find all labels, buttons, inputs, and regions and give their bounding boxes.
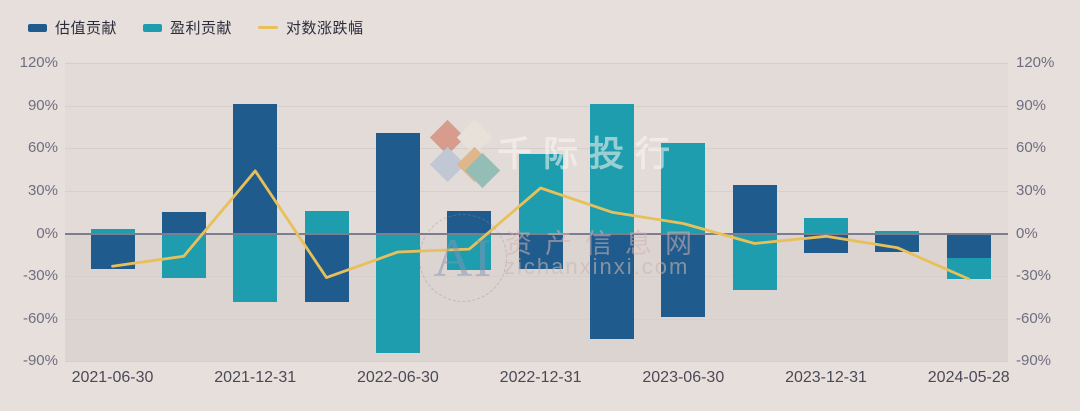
bar-profit-segment[interactable] [732, 233, 777, 291]
bar-valuation-segment[interactable] [732, 185, 777, 234]
y-axis-label-left: 30% [27, 181, 58, 199]
bar-profit-segment[interactable] [375, 233, 420, 353]
bar-valuation-segment[interactable] [375, 132, 420, 234]
gridline [65, 361, 1008, 363]
gridline [65, 105, 1008, 107]
legend-item-log-change[interactable]: 对数涨跌幅 [258, 17, 364, 38]
bar-profit-segment[interactable] [518, 153, 563, 234]
bar-valuation-segment[interactable] [875, 233, 920, 252]
chart-legend: 估值贡献 盈利贡献 对数涨跌幅 [28, 17, 364, 38]
legend-bar-swatch-icon [143, 23, 163, 32]
legend-label: 估值贡献 [55, 20, 118, 37]
gridline [65, 148, 1008, 150]
y-axis-label-left: 0% [36, 224, 58, 242]
x-axis-label: 2021-06-30 [71, 369, 154, 386]
bar-valuation-segment[interactable] [589, 233, 634, 339]
y-axis-label-left: 60% [27, 139, 58, 157]
y-axis-label-right: 120% [1016, 53, 1055, 71]
gridline [65, 318, 1008, 320]
bar-valuation-segment[interactable] [90, 233, 135, 270]
y-axis-label-left: 90% [27, 96, 58, 114]
y-axis-label-right: 90% [1016, 96, 1047, 114]
legend-bar-swatch-icon [28, 23, 47, 32]
bar-profit-segment[interactable] [161, 233, 206, 278]
y-axis-label-left: -90% [22, 352, 58, 370]
legend-item-valuation-contribution[interactable]: 估值贡献 [28, 17, 117, 38]
y-axis-label-right: 60% [1016, 139, 1047, 157]
zero-axis-line [65, 232, 1008, 235]
y-axis-label-right: 30% [1016, 181, 1047, 199]
bar-profit-segment[interactable] [304, 210, 349, 234]
gridline [65, 276, 1008, 278]
legend-label: 盈利贡献 [170, 20, 233, 37]
bar-valuation-segment[interactable] [233, 104, 278, 234]
bar-valuation-segment[interactable] [304, 233, 349, 302]
y-axis-label-left: 120% [19, 53, 58, 71]
y-axis-label-left: -60% [22, 309, 58, 327]
bar-profit-segment[interactable] [447, 233, 492, 271]
bar-valuation-segment[interactable] [804, 233, 848, 254]
legend-item-profit-contribution[interactable]: 盈利贡献 [143, 17, 232, 38]
bar-profit-segment[interactable] [589, 104, 634, 234]
bar-valuation-segment[interactable] [447, 210, 492, 234]
gridline [65, 62, 1008, 64]
bar-profit-segment[interactable] [946, 258, 991, 279]
x-axis-label: 2022-12-31 [499, 369, 582, 386]
x-axis-label: 2023-06-30 [642, 369, 725, 386]
x-axis-label: 2022-06-30 [356, 369, 439, 386]
y-axis-label-right: -90% [1016, 352, 1052, 370]
x-axis-label: 2023-12-31 [785, 369, 867, 386]
bar-profit-segment[interactable] [661, 142, 706, 234]
bar-profit-segment[interactable] [233, 233, 278, 302]
y-axis-label-right: 0% [1016, 224, 1038, 242]
bar-valuation-segment[interactable] [946, 233, 991, 259]
bar-valuation-segment[interactable] [518, 233, 563, 270]
y-axis-label-left: -30% [22, 267, 58, 285]
bar-valuation-segment[interactable] [661, 233, 706, 318]
bar-valuation-segment[interactable] [161, 212, 206, 234]
legend-label: 对数涨跌幅 [286, 20, 364, 37]
legend-line-swatch-icon [258, 25, 279, 30]
x-axis-label: 2024-05-28 [927, 369, 1010, 386]
y-axis-label-right: -60% [1016, 309, 1052, 327]
y-axis-label-right: -30% [1016, 267, 1052, 285]
bar-profit-segment[interactable] [804, 217, 848, 234]
x-axis-label: 2021-12-31 [214, 369, 297, 386]
